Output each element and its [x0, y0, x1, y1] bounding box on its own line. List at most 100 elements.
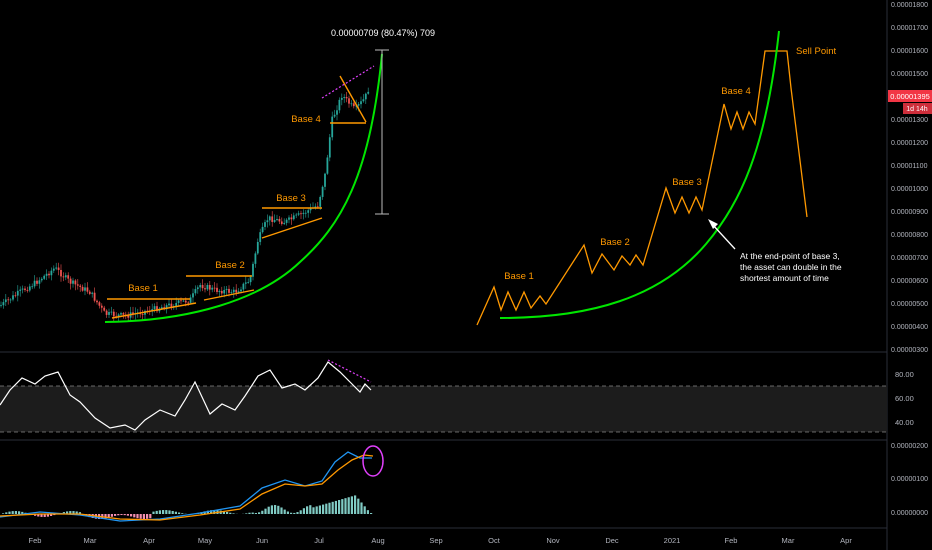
parabolic-curve-left	[104, 53, 383, 323]
candle-body	[276, 218, 278, 220]
macd-histogram-bar	[107, 514, 110, 518]
macd-histogram-bar	[261, 510, 264, 514]
candle-body	[367, 91, 370, 94]
macd-histogram-bar	[229, 512, 232, 514]
candle-body	[26, 290, 29, 291]
candle-body	[117, 314, 120, 317]
base3-schematic-label: Base 3	[672, 177, 702, 188]
candle-body	[271, 216, 274, 222]
candle-body	[211, 287, 214, 290]
base1-label: Base 1	[128, 283, 158, 294]
macd-histogram-bar	[171, 510, 174, 514]
price-tick-label: 0.00000500	[891, 301, 928, 308]
candle-body	[348, 98, 350, 104]
macd-histogram-bar	[130, 514, 133, 517]
macd-histogram-bar	[139, 514, 142, 519]
macd-histogram-bar	[72, 511, 75, 514]
base4-schematic-label: Base 4	[721, 86, 751, 97]
macd-histogram-bar	[222, 511, 225, 514]
rsi-axis: 80.00 60.00 40.00	[895, 370, 914, 427]
candle-body	[96, 300, 98, 303]
candle-body	[247, 282, 250, 283]
price-tick-label: 0.00001700	[891, 25, 928, 32]
candle-body	[225, 288, 228, 290]
rsi-panel: 80.00 60.00 40.00	[0, 359, 914, 433]
rsi-band	[0, 386, 887, 432]
time-tick-label: Feb	[29, 536, 42, 545]
macd-histogram-bar	[302, 508, 305, 514]
macd-histogram-bar	[296, 512, 299, 514]
candle-body	[364, 93, 367, 100]
candle-body	[292, 215, 295, 220]
macd-histogram-bar	[226, 511, 229, 514]
candle-body	[127, 315, 130, 318]
candle-body	[295, 214, 298, 216]
base2-bottom-line	[203, 289, 255, 301]
macd-histogram-bar	[299, 510, 302, 514]
time-tick-label: Aug	[371, 536, 384, 545]
time-tick-label: May	[198, 536, 212, 545]
note-line-2: the asset can double in the	[740, 262, 842, 272]
price-tick-label: 0.00001600	[891, 48, 928, 55]
candle-body	[223, 289, 226, 294]
candle-body	[321, 186, 324, 197]
macd-histogram-bar	[158, 510, 161, 514]
macd-histogram-bar	[254, 512, 257, 514]
candle-body	[160, 307, 163, 309]
candle-body	[230, 292, 233, 294]
candle-body	[283, 222, 286, 224]
candle-body	[2, 302, 5, 306]
measure-label: 0.00000709 (80.47%) 709	[331, 28, 435, 38]
macd-histogram-bar	[258, 512, 261, 514]
candle-body	[62, 276, 65, 278]
macd-histogram-bar	[168, 510, 171, 514]
macd-histogram-bar	[280, 507, 283, 514]
macd-histogram-bar	[142, 514, 145, 519]
candle-body	[302, 212, 305, 214]
time-tick-label: Mar	[782, 536, 795, 545]
macd-histogram-bar	[328, 502, 331, 514]
candle-body	[240, 289, 242, 292]
macd-histogram-bar	[178, 512, 181, 514]
price-tick-label: 0.00001300	[891, 117, 928, 124]
macd-histogram-bar	[110, 514, 113, 517]
macd-tick-label: 0.00000100	[891, 476, 928, 483]
time-tick-label: 2021	[664, 536, 681, 545]
macd-histogram-bar	[149, 514, 152, 519]
note-line-1: At the end-point of base 3,	[740, 251, 840, 261]
candle-body	[45, 273, 48, 276]
macd-histogram-bar	[152, 511, 155, 514]
base2-schematic-label: Base 2	[600, 237, 630, 248]
macd-histogram-bar	[344, 498, 347, 514]
signal-line	[0, 454, 374, 521]
macd-histogram-bar	[146, 514, 149, 519]
candle-body	[216, 287, 218, 292]
macd-histogram-bar	[162, 510, 165, 514]
macd-histogram	[2, 495, 373, 519]
candle-body	[232, 289, 235, 293]
candle-body	[16, 290, 19, 296]
countdown-label: 1d 14h	[906, 106, 928, 113]
candle-body	[331, 116, 334, 138]
candle-body	[67, 275, 70, 279]
candle-body	[33, 280, 36, 287]
time-tick-label: Nov	[546, 536, 560, 545]
sell-point-label: Sell Point	[796, 46, 836, 57]
candle-body	[192, 293, 194, 298]
candle-body	[76, 284, 79, 286]
macd-histogram-bar	[66, 511, 69, 514]
candle-body	[285, 219, 288, 223]
candle-body	[132, 312, 134, 315]
time-tick-label: Feb	[725, 536, 738, 545]
candle-body	[199, 285, 202, 288]
candle-body	[93, 292, 96, 301]
candle-body	[336, 110, 338, 115]
macd-histogram-bar	[62, 512, 65, 514]
candle-body	[108, 312, 110, 315]
note-arrow	[711, 223, 736, 250]
candle-body	[28, 286, 31, 291]
macd-histogram-bar	[11, 511, 14, 514]
candle-body	[328, 137, 331, 158]
candle-body	[280, 221, 283, 224]
